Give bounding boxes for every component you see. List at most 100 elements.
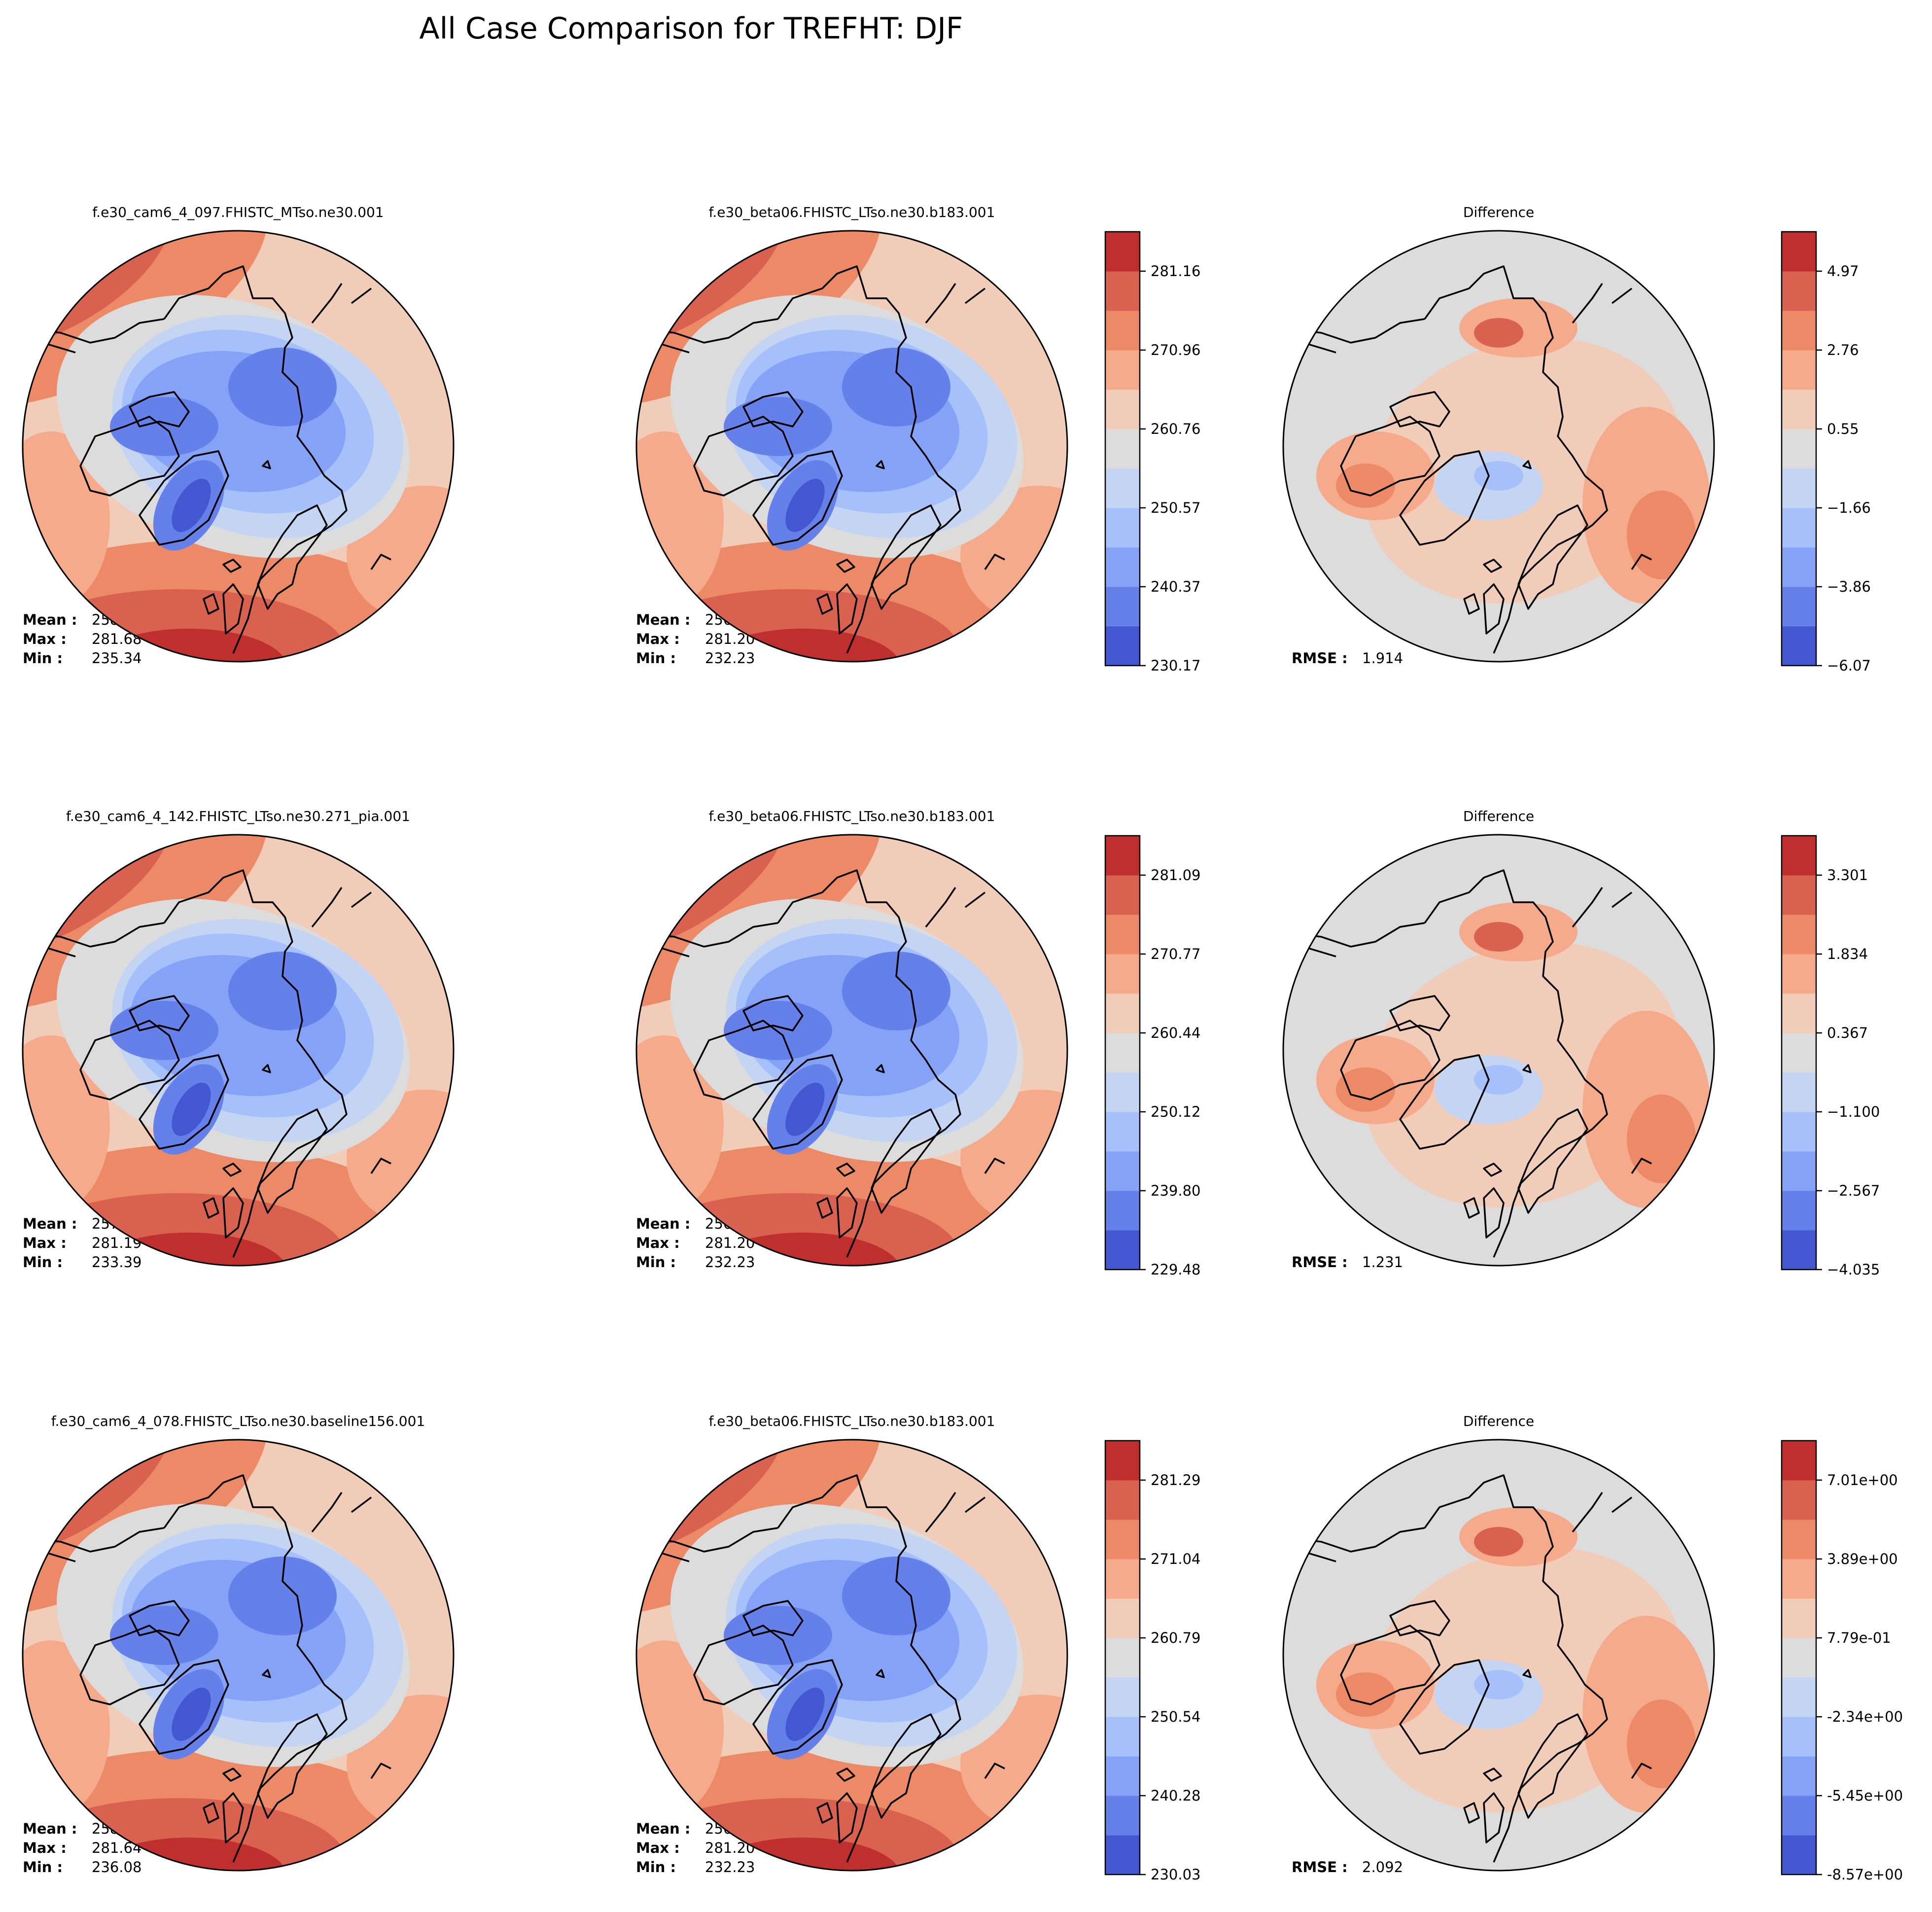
colorbar-tick-label: 260.44 — [1151, 1025, 1200, 1041]
coastline — [1463, 593, 1480, 615]
figure-title: All Case Comparison for TREFHT: DJF — [420, 11, 963, 46]
coastline — [984, 554, 1005, 570]
difference-panel-title: Difference — [1463, 204, 1534, 220]
difference-map-fill — [1283, 231, 1714, 662]
coastline — [836, 583, 858, 635]
coastline — [385, 618, 397, 634]
colorbar-frame — [1104, 835, 1141, 1271]
colorbar-segment — [1782, 429, 1816, 469]
colorbar-segment — [1782, 232, 1816, 272]
stat-label-max: Max : — [23, 1840, 67, 1856]
coastline — [693, 1625, 794, 1705]
stat-label-max: Max : — [636, 1235, 680, 1251]
colorbar-segment — [1782, 993, 1816, 1033]
coastline — [222, 1768, 242, 1782]
colorbar-tick-label: -2.34e+00 — [1827, 1708, 1903, 1725]
difference-map-boundary — [1282, 834, 1715, 1267]
baseline-panel-title: f.e30_beta06.FHISTC_LTso.ne30.b183.001 — [709, 808, 995, 824]
coastline — [742, 391, 804, 427]
cold-core-archipelago — [110, 1001, 218, 1060]
rmse-value: 1.914 — [1362, 650, 1403, 667]
test-map-boundary — [22, 1439, 455, 1872]
test-map — [22, 834, 455, 1267]
test-map-fill — [23, 231, 454, 662]
coastline — [871, 1108, 942, 1214]
coastline — [262, 1064, 271, 1073]
colorbar-segment — [1105, 1598, 1140, 1638]
diff-cool-center-core — [1474, 461, 1523, 491]
coastline — [139, 1659, 229, 1755]
coastline — [836, 1768, 855, 1782]
test-panel-title: f.e30_cam6_4_097.FHISTC_MTso.ne30.001 — [92, 204, 384, 220]
coastline — [742, 1600, 804, 1636]
coastline — [752, 450, 843, 546]
coastline — [1631, 554, 1652, 570]
difference-colorbar: 3.301 1.834 0.367 −1.100 −2.567 −4.035 — [1781, 835, 1880, 1278]
colorbar-tick-label: 250.54 — [1151, 1708, 1200, 1725]
coastline — [871, 504, 942, 610]
difference-map-boundary — [1282, 1439, 1715, 1872]
colorbar-segment — [1105, 587, 1140, 627]
colorbar-segment — [1782, 508, 1816, 548]
coastline — [262, 460, 271, 469]
colorbar-frame — [1781, 1440, 1817, 1876]
coastline — [1399, 450, 1490, 546]
colorbar-segment — [1105, 1112, 1140, 1152]
coastline — [1483, 1163, 1502, 1177]
difference-map-fill — [1283, 1440, 1714, 1871]
difference-map-fill — [1283, 835, 1714, 1266]
coastline — [79, 1020, 180, 1100]
colorbar-tick-label: -5.45e+00 — [1827, 1787, 1903, 1804]
coastline — [203, 1802, 219, 1824]
coastline — [816, 1197, 833, 1219]
coastline — [1631, 1158, 1652, 1174]
coldest-core-greenland — [172, 478, 211, 532]
colorbar-segment — [1782, 1638, 1816, 1678]
colorbar-segment — [1782, 1598, 1816, 1638]
diff-warm-west-core — [1336, 1672, 1395, 1717]
coastline — [925, 283, 956, 324]
stat-value-min: 232.23 — [705, 1254, 755, 1271]
coastline — [1463, 1197, 1480, 1219]
coastline — [1517, 504, 1588, 610]
coastline — [964, 891, 986, 908]
colorbar-tick-label: 270.96 — [1151, 342, 1200, 358]
coastline — [257, 1713, 328, 1819]
coastline — [79, 416, 180, 496]
coastline — [984, 1158, 1005, 1174]
colorbar-segment — [1782, 311, 1816, 351]
colorbar-segment — [1782, 1151, 1816, 1191]
colorbar-tick-label: 229.48 — [1151, 1261, 1200, 1278]
coastline — [925, 1492, 956, 1533]
coastline — [311, 283, 343, 324]
diff-warm-east-core — [1627, 1095, 1696, 1183]
warm-band-northwest-core — [636, 231, 693, 303]
stat-label-min: Min : — [636, 1859, 676, 1876]
coastline — [222, 1163, 242, 1177]
test-map-boundary — [22, 834, 455, 1267]
coastline — [693, 1020, 794, 1100]
difference-colorbar: 7.01e+00 3.89e+00 7.79e-01 -2.34e+00 -5.45e+… — [1781, 1440, 1903, 1883]
cold-core-siberia — [842, 952, 950, 1030]
row-3: f.e30_cam6_4_078.FHISTC_LTso.ne30.baseli… — [23, 1413, 1534, 1876]
coastline — [203, 593, 219, 615]
stat-value-min: 235.34 — [92, 650, 141, 667]
colorbar-tick-label: 2.76 — [1827, 342, 1859, 358]
colorbar-segment — [1782, 1835, 1816, 1875]
coastline — [1522, 460, 1532, 469]
colorbar-segment — [1105, 1480, 1140, 1520]
diff-warm-east-core — [1627, 491, 1696, 579]
field-colorbar: 281.09 270.77 260.44 250.12 239.80 229.48 — [1104, 835, 1200, 1278]
coastline — [1517, 1713, 1588, 1819]
coastline — [1572, 887, 1603, 928]
colorbar-segment — [1782, 1230, 1816, 1270]
coastline — [262, 1669, 271, 1678]
diff-warm-west-core — [1336, 463, 1395, 508]
cold-core-archipelago — [110, 1606, 218, 1665]
coastline — [129, 391, 190, 427]
coastline — [222, 559, 242, 573]
colorbar-tick-label: 1.834 — [1827, 946, 1868, 962]
coastline — [1399, 1659, 1490, 1755]
stat-label-max: Max : — [636, 1840, 680, 1856]
